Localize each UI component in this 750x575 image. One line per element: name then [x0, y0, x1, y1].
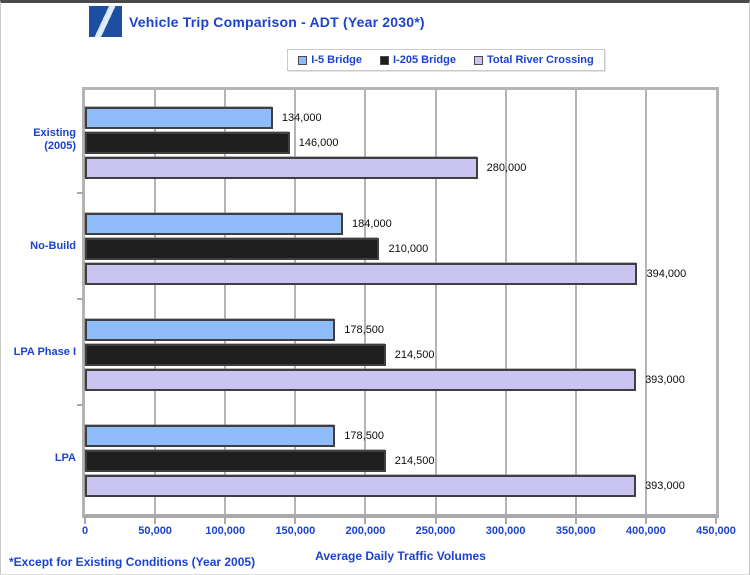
y-axis-tick	[77, 298, 83, 300]
category-label: LPA	[54, 451, 76, 464]
bar-value-label: 280,000	[486, 162, 527, 174]
x-axis-tick	[364, 518, 367, 524]
bar-total-river-crossing	[85, 263, 638, 285]
x-axis-tick-label: 100,000	[205, 525, 246, 537]
bar-i-205-bridge	[85, 132, 290, 154]
gridline	[154, 90, 157, 514]
x-axis-tick	[434, 518, 437, 524]
bar-value-label: 214,500	[394, 349, 435, 361]
x-axis-tick	[644, 518, 647, 524]
bar-group: 184,000 210,000 394,000	[85, 196, 716, 302]
bar-i-5-bridge	[85, 425, 336, 447]
gridline	[364, 90, 367, 514]
x-axis-title: Average Daily Traffic Volumes	[315, 549, 486, 563]
gridline	[644, 90, 647, 514]
bar-i-5-bridge	[85, 319, 336, 341]
legend-swatch-icon	[298, 55, 308, 65]
x-axis-tick-label: 50,000	[138, 525, 172, 537]
bar-i-205-bridge	[85, 344, 386, 366]
y-axis-tick	[77, 192, 83, 194]
x-axis-tick	[224, 518, 227, 524]
x-axis-tick-label: 300,000	[485, 525, 526, 537]
chart-title: Vehicle Trip Comparison - ADT (Year 2030…	[129, 14, 425, 30]
x-axis-tick	[715, 518, 717, 524]
bar-i-5-bridge	[85, 213, 343, 235]
x-axis-tick-label: 400,000	[625, 525, 666, 537]
report-frame: Vehicle Trip Comparison - ADT (Year 2030…	[1, 3, 749, 574]
bar-value-label: 184,000	[352, 218, 392, 230]
bar-value-label: 134,000	[281, 112, 322, 124]
legend-swatch-icon	[380, 55, 389, 65]
legend-item: Total River Crossing	[473, 54, 594, 66]
bar-value-label: 210,000	[388, 243, 429, 255]
x-axis-tick	[294, 518, 297, 524]
bar-group: 178,500 214,500 393,000	[85, 302, 716, 408]
agency-logo-icon	[89, 6, 122, 37]
bar-i-205-bridge	[85, 238, 380, 260]
bar-value-label: 178,500	[344, 324, 385, 336]
bar-value-label: 394,000	[646, 268, 687, 280]
x-axis-tick	[154, 518, 157, 524]
chart-footnote: *Except for Existing Conditions (Year 20…	[9, 555, 256, 569]
bar-total-river-crossing	[85, 369, 637, 391]
category-label: No-Build	[30, 239, 76, 252]
x-axis-tick	[574, 518, 577, 524]
bar-group: 134,000 146,000 280,000	[85, 90, 716, 196]
bar-i-205-bridge	[85, 450, 386, 472]
x-axis-tick-label: 450,000	[696, 525, 736, 537]
bar-total-river-crossing	[85, 157, 478, 179]
y-axis-tick	[77, 404, 83, 406]
bar-i-5-bridge	[85, 107, 273, 129]
x-axis-tick	[84, 518, 86, 524]
gridline	[224, 90, 227, 514]
legend-item: I-205 Bridge	[380, 54, 456, 66]
bar-value-label: 178,500	[344, 430, 385, 442]
x-axis-tick-label: 200,000	[345, 525, 386, 537]
bar-value-label: 146,000	[298, 137, 339, 149]
plot-area: 134,000 146,000 280,000 184,000 210,000 394,0…	[82, 87, 719, 518]
chart-legend: I-5 Bridge I-205 Bridge Total River Crossi…	[287, 49, 605, 71]
x-axis-tick	[504, 518, 507, 524]
bar-total-river-crossing	[85, 475, 637, 497]
gridline	[504, 90, 507, 514]
gridline	[294, 90, 297, 514]
bar-value-label: 393,000	[645, 374, 685, 386]
bar-value-label: 214,500	[394, 455, 435, 467]
gridline	[434, 90, 437, 514]
x-axis-tick-label: 0	[81, 525, 89, 537]
legend-item: I-5 Bridge	[298, 54, 362, 66]
category-label: Existing (2005)	[33, 127, 76, 152]
legend-label: I-5 Bridge	[311, 54, 362, 66]
category-label: LPA Phase I	[13, 345, 76, 358]
x-axis-tick-label: 350,000	[555, 525, 596, 537]
bar-group: 178,500 214,500 393,000	[85, 408, 716, 514]
legend-label: I-205 Bridge	[393, 54, 456, 66]
x-axis-tick-label: 250,000	[415, 525, 456, 537]
legend-label: Total River Crossing	[486, 54, 594, 66]
legend-swatch-icon	[473, 55, 483, 65]
gridline	[574, 90, 577, 514]
bar-value-label: 393,000	[645, 480, 685, 492]
x-axis-tick-label: 150,000	[275, 525, 316, 537]
